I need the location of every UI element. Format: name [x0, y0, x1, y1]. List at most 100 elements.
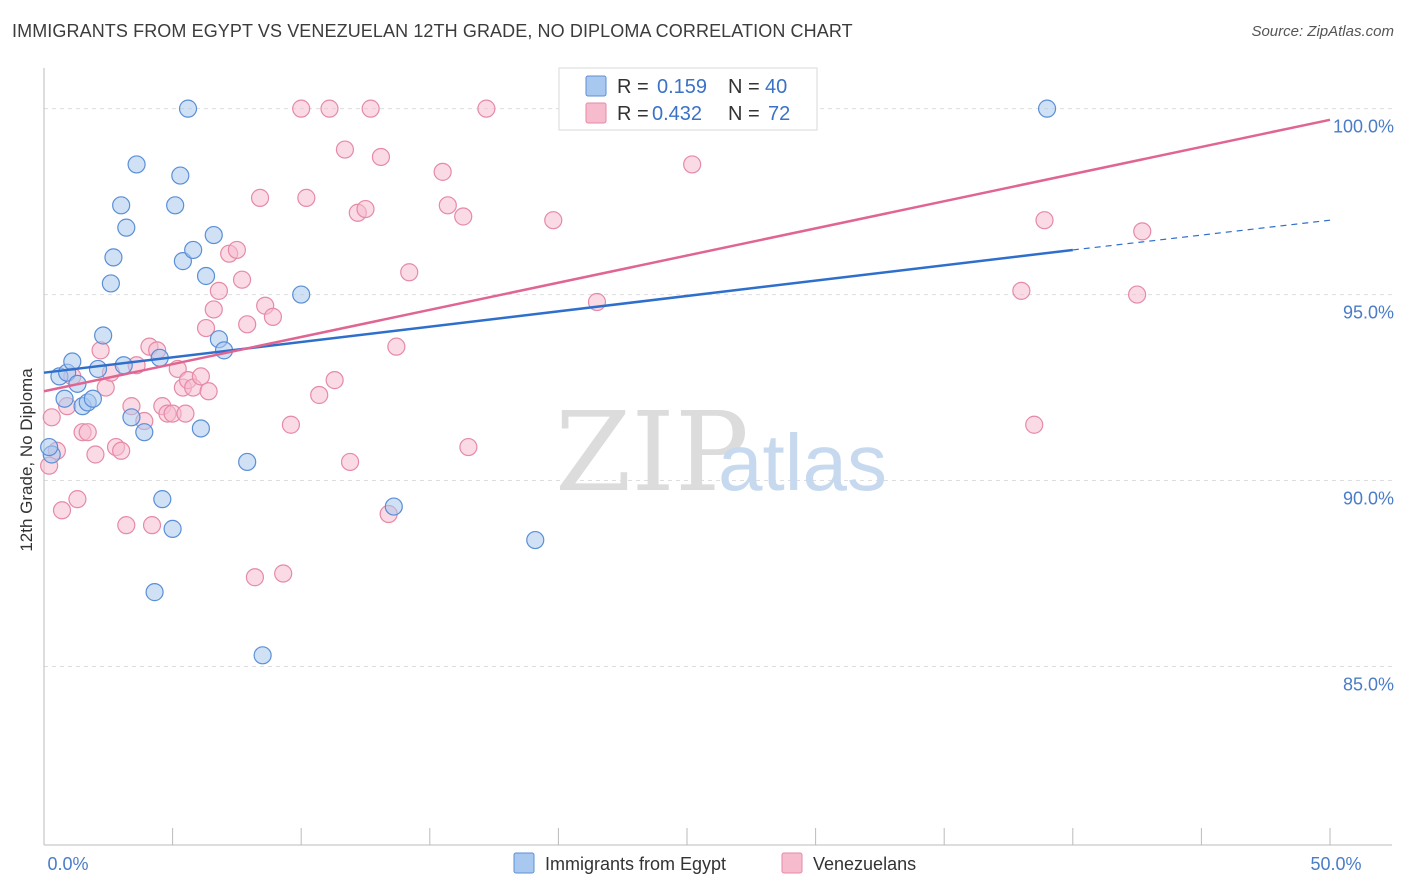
venezuelans-point-54	[371, 147, 391, 167]
egypt-point-19	[145, 583, 164, 602]
bottom-legend-swatch-venezuelans	[781, 852, 803, 874]
egypt-point-39	[40, 437, 59, 457]
venezuelans-point-9	[86, 445, 105, 464]
legend-n-value-egypt: 40	[765, 76, 787, 98]
venezuelans-point-49	[335, 140, 355, 159]
venezuelans-point-35	[227, 240, 246, 260]
trend-line-venezuelans	[43, 118, 1331, 393]
venezuelans-point-38	[245, 568, 265, 587]
venezuelans-point-58	[433, 162, 452, 181]
legend-swatch-venezuelans	[585, 102, 607, 124]
venezuelans-point-69	[1133, 222, 1152, 241]
legend-n-label-egypt: N =	[728, 76, 760, 98]
egypt-point-16	[122, 408, 141, 427]
series-venezuelans	[40, 99, 1152, 587]
egypt-point-13	[112, 196, 131, 215]
venezuelans-point-53	[361, 99, 380, 118]
egypt-point-23	[166, 196, 185, 215]
egypt-point-34	[253, 646, 272, 665]
legend-swatch-egypt	[585, 75, 607, 97]
venezuelans-point-52	[356, 199, 375, 219]
venezuelans-point-71	[176, 404, 195, 423]
venezuelans-point-6	[68, 490, 87, 509]
egypt-point-29	[196, 266, 216, 286]
venezuelans-point-15	[117, 516, 136, 535]
legend-r-value-venezuelans: 0.432	[652, 103, 702, 125]
egypt-point-10	[94, 326, 113, 345]
venezuelans-point-10	[91, 341, 110, 360]
y-tick-label-0: 100.0%	[1333, 117, 1394, 137]
y-axis-label: 12th Grade, No Diploma	[17, 368, 36, 552]
y-tick-label-1: 95.0%	[1343, 303, 1394, 323]
venezuelans-point-60	[454, 207, 473, 226]
egypt-point-15	[114, 356, 133, 375]
venezuelans-point-30	[196, 318, 216, 338]
venezuelans-point-68	[1127, 285, 1147, 304]
venezuelans-point-31	[199, 382, 218, 401]
egypt-point-8	[83, 389, 102, 408]
venezuelans-point-43	[281, 415, 301, 434]
venezuelans-point-42	[274, 564, 293, 583]
egypt-point-28	[191, 419, 210, 438]
bottom-legend: Immigrants from Egypt Venezuelans	[513, 852, 916, 874]
tick-labels: 100.0% 95.0% 90.0% 85.0% 0.0% 50.0%	[47, 117, 1394, 874]
legend-n-value-venezuelans: 72	[768, 103, 790, 125]
venezuelans-point-67	[1035, 211, 1054, 230]
egypt-point-25	[173, 252, 192, 271]
venezuelans-point-41	[263, 307, 283, 326]
legend-r-value-egypt: 0.159	[657, 76, 707, 98]
x-tick-label-1: 50.0%	[1310, 854, 1361, 874]
egypt-point-22	[163, 519, 182, 538]
egypt-point-18	[135, 423, 154, 442]
venezuelans-point-39	[250, 188, 270, 207]
bottom-legend-label-venezuelans: Venezuelans	[813, 854, 916, 874]
venezuelans-point-65	[683, 155, 702, 174]
bottom-legend-swatch-egypt	[513, 852, 535, 874]
venezuelans-point-36	[232, 270, 252, 289]
venezuelans-point-14	[112, 441, 131, 460]
egypt-point-9	[88, 359, 108, 379]
egypt-point-30	[204, 225, 223, 245]
egypt-point-27	[184, 240, 203, 260]
chart-title: IMMIGRANTS FROM EGYPT VS VENEZUELAN 12TH…	[12, 21, 853, 41]
legend-n-label-venezuelans: N =	[728, 103, 760, 125]
venezuelans-point-56	[387, 337, 406, 356]
bottom-legend-label-egypt: Immigrants from Egypt	[545, 854, 726, 874]
venezuelans-point-63	[544, 211, 563, 230]
y-tick-label-2: 90.0%	[1343, 489, 1394, 509]
egypt-point-35	[292, 285, 311, 304]
egypt-point-26	[178, 99, 198, 118]
venezuelans-point-32	[204, 300, 223, 319]
venezuelans-point-37	[238, 315, 257, 334]
venezuelans-point-59	[438, 196, 457, 215]
venezuelans-point-50	[340, 452, 360, 472]
venezuelans-point-8	[78, 423, 97, 442]
venezuelans-point-70	[1025, 415, 1044, 434]
venezuelans-point-3	[52, 501, 72, 520]
egypt-point-33	[238, 452, 257, 472]
trend-line-egypt	[43, 248, 1073, 374]
egypt-point-17	[127, 155, 146, 174]
venezuelans-point-57	[400, 263, 419, 282]
venezuelans-point-44	[292, 99, 311, 118]
x-tick-label-0: 0.0%	[47, 854, 88, 874]
venezuelans-point-29	[191, 367, 210, 386]
venezuelans-point-45	[297, 188, 316, 207]
watermark-atlas: atlas	[718, 418, 887, 507]
venezuelans-point-66	[1012, 281, 1031, 300]
source-label: Source: ZipAtlas.com	[1251, 23, 1394, 40]
egypt-point-36	[384, 497, 403, 516]
watermark: ZIP atlas	[555, 388, 887, 516]
egypt-point-12	[104, 248, 123, 267]
venezuelans-point-46	[310, 385, 329, 405]
y-tick-label-3: 85.0%	[1343, 674, 1394, 694]
egypt-point-21	[153, 490, 172, 509]
egypt-point-24	[171, 166, 190, 185]
venezuelans-point-62	[477, 99, 496, 118]
egypt-point-11	[101, 274, 120, 293]
legend-r-label-egypt: R =	[617, 76, 649, 98]
legend-r-label-venezuelans: R =	[617, 103, 649, 125]
venezuelans-point-33	[209, 281, 228, 300]
egypt-point-37	[526, 530, 545, 550]
